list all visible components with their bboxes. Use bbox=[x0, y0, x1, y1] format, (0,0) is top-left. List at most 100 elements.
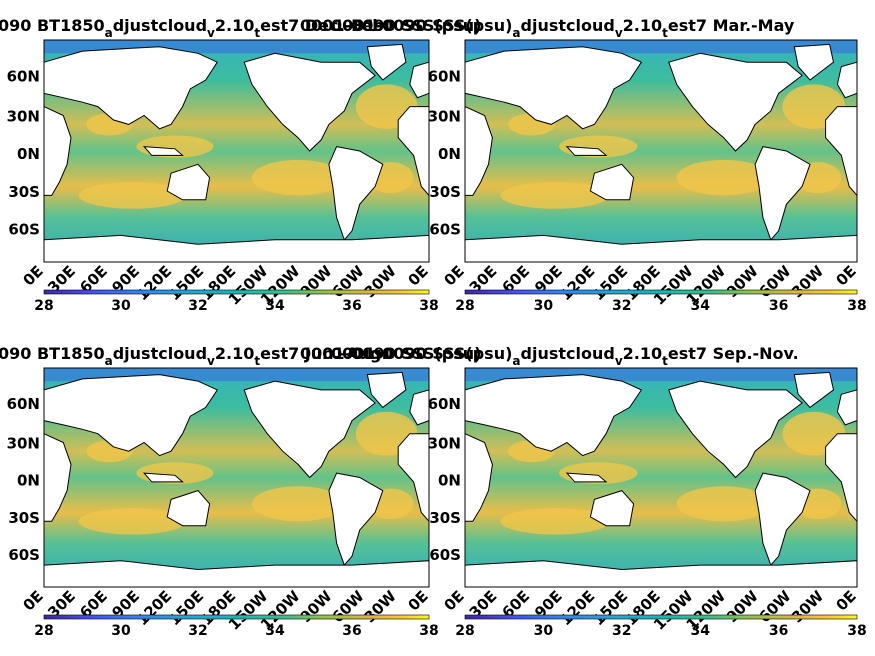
colorbar-tick-label: 28 bbox=[455, 623, 474, 639]
lat-tick-label: 60N bbox=[7, 395, 40, 413]
colorbar bbox=[464, 614, 858, 620]
lat-tick-label: 30N bbox=[7, 107, 40, 125]
landmass-1 bbox=[754, 146, 811, 241]
colorbar-tick-label: 28 bbox=[34, 298, 53, 314]
lon-tick-label: 120E bbox=[556, 262, 598, 304]
landmass-8 bbox=[142, 472, 184, 483]
panel-title: 090 BT1850adjustcloudv2.10test7 Jun.-Aug… bbox=[0, 344, 388, 368]
landmass-0 bbox=[243, 52, 376, 152]
landmass-3 bbox=[43, 374, 219, 457]
lon-tick-label: 30W bbox=[788, 262, 828, 302]
colorbar-tick-label: 38 bbox=[847, 623, 866, 639]
colorbar-tick-label: 34 bbox=[690, 623, 710, 639]
lon-tick-label: 60W bbox=[328, 262, 368, 302]
landmass-5 bbox=[464, 432, 493, 522]
lat-tick-label: 60S bbox=[429, 221, 461, 239]
landmass-1 bbox=[328, 472, 384, 567]
landmass-3 bbox=[464, 374, 643, 457]
lat-tick-label: 0N bbox=[438, 472, 461, 490]
salinity-patch-2 bbox=[251, 159, 345, 196]
landmass-2 bbox=[793, 371, 835, 409]
landmass-4 bbox=[409, 61, 430, 99]
colorbar-tick-label: 36 bbox=[769, 298, 788, 314]
colorbar-tick-label: 38 bbox=[419, 623, 438, 639]
lat-tick-label: 60N bbox=[428, 395, 461, 413]
lat-tick-label: 30S bbox=[429, 183, 461, 201]
landmass-5 bbox=[43, 432, 72, 522]
colorbar-tick-label: 28 bbox=[34, 623, 53, 639]
colorbar-tick-label: 36 bbox=[769, 623, 788, 639]
colorbar-tick-label: 32 bbox=[188, 298, 207, 314]
map-frame bbox=[43, 367, 430, 588]
lat-tick-label: 30N bbox=[7, 434, 40, 452]
colorbar-tick-label: 30 bbox=[534, 298, 554, 314]
landmass-7 bbox=[589, 163, 635, 201]
colorbar-tick-label: 32 bbox=[612, 623, 631, 639]
lat-tick-label: 30S bbox=[8, 183, 40, 201]
lat-tick-label: 60S bbox=[429, 546, 461, 564]
map-frame bbox=[464, 367, 858, 588]
lat-tick-label: 30S bbox=[8, 509, 40, 527]
salinity-patch-2 bbox=[676, 159, 771, 196]
lon-tick-label: 90W bbox=[723, 587, 763, 627]
lon-tick-label: 0E bbox=[404, 587, 431, 614]
overlap-title-fragment: 0001-0090 SSS(psu) bbox=[300, 344, 481, 363]
colorbar-tick-label: 38 bbox=[419, 298, 438, 314]
landmass-2 bbox=[366, 43, 407, 81]
landmass-3 bbox=[43, 46, 219, 130]
salinity-patch-5 bbox=[78, 182, 187, 209]
lon-tick-label: 0E bbox=[19, 587, 46, 614]
map-frame bbox=[464, 39, 858, 263]
lon-tick-label: 120E bbox=[556, 587, 598, 629]
map-panel-dec-feb: 60N30N0N30S60S0E30E60E90E120E150E180E150… bbox=[0, 16, 439, 314]
colorbar-tick-label: 30 bbox=[534, 623, 554, 639]
lon-tick-label: 0E bbox=[440, 262, 467, 289]
landmass-4 bbox=[836, 61, 858, 99]
colorbar-tick-label: 34 bbox=[265, 623, 285, 639]
lon-tick-label: 120E bbox=[133, 587, 175, 629]
landmass-8 bbox=[565, 472, 608, 483]
landmass-7 bbox=[166, 163, 211, 201]
lon-tick-label: 90W bbox=[723, 262, 763, 302]
colorbar bbox=[464, 289, 858, 295]
panel-title: 090 BT1850adjustcloudv2.10test7 Dec.-Feb… bbox=[0, 16, 390, 40]
lon-tick-label: 60W bbox=[755, 587, 795, 627]
panel-title: 0001-0090 SSS(psu)adjustcloudv2.10test7 … bbox=[331, 344, 799, 368]
landmass-2 bbox=[366, 371, 407, 409]
lon-tick-label: 30W bbox=[361, 262, 401, 302]
landmass-4 bbox=[409, 389, 430, 426]
lat-tick-label: 0N bbox=[17, 472, 40, 490]
colorbar-tick-label: 30 bbox=[111, 298, 131, 314]
landmass-5 bbox=[464, 105, 493, 196]
landmass-5 bbox=[43, 105, 72, 196]
lon-tick-label: 30W bbox=[361, 587, 401, 627]
salinity-patch-5 bbox=[78, 508, 187, 535]
colorbar bbox=[43, 614, 430, 620]
colorbar-tick-label: 32 bbox=[188, 623, 207, 639]
map-frame bbox=[43, 39, 430, 263]
lon-tick-label: 30W bbox=[788, 587, 828, 627]
lon-tick-label: 90W bbox=[296, 587, 336, 627]
salinity-patch-2 bbox=[676, 486, 771, 522]
landmass-2 bbox=[793, 43, 835, 81]
lat-tick-label: 0N bbox=[17, 145, 40, 163]
lat-tick-label: 0N bbox=[438, 145, 461, 163]
lon-tick-label: 0E bbox=[832, 262, 859, 289]
colorbar-tick-label: 34 bbox=[690, 298, 710, 314]
colorbar-tick-label: 36 bbox=[342, 298, 361, 314]
landmass-7 bbox=[589, 490, 635, 527]
lon-tick-label: 0E bbox=[832, 587, 859, 614]
colorbar-tick-label: 32 bbox=[612, 298, 631, 314]
salinity-patch-5 bbox=[500, 182, 611, 209]
lat-tick-label: 60N bbox=[7, 68, 40, 86]
landmass-4 bbox=[836, 389, 858, 426]
landmass-8 bbox=[565, 146, 608, 156]
lat-tick-label: 30S bbox=[429, 509, 461, 527]
colorbar-tick-label: 30 bbox=[111, 623, 131, 639]
map-panel-mar-may: 60N30N0N30S60S0E30E60E90E120E150E180E150… bbox=[331, 16, 867, 314]
lat-tick-label: 60S bbox=[8, 546, 40, 564]
colorbar-tick-label: 38 bbox=[847, 298, 866, 314]
landmass-0 bbox=[243, 380, 376, 479]
panel-title: 0001-0090 SSS(psu)adjustcloudv2.10test7 … bbox=[331, 16, 795, 40]
